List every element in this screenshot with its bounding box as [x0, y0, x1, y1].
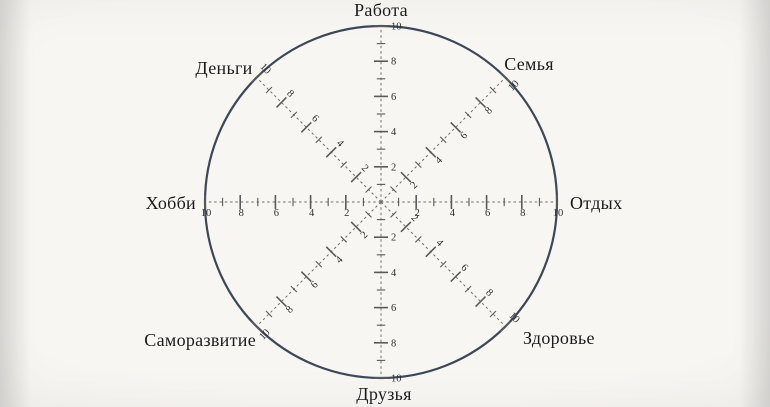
tick-label: 10	[201, 208, 212, 219]
tick-label: 4	[391, 127, 397, 138]
tick-mark	[499, 320, 511, 332]
axis-label-otdyh: Отдых	[570, 193, 622, 213]
tick-mark	[365, 186, 372, 193]
tick-mark	[414, 235, 422, 243]
tick-mark	[300, 121, 312, 133]
tick-label: 8	[483, 287, 494, 298]
tick-mark	[290, 111, 298, 119]
tick-label: 8	[391, 338, 396, 349]
tick-mark	[315, 136, 323, 144]
tick-label: 4	[450, 208, 456, 219]
tick-mark	[390, 211, 397, 218]
tick-mark	[340, 235, 348, 243]
tick-mark	[450, 271, 462, 283]
tick-label: 6	[458, 262, 469, 273]
tick-mark	[251, 72, 263, 84]
tick-mark	[464, 111, 472, 119]
tick-mark	[251, 320, 263, 332]
tick-mark	[439, 136, 447, 144]
tick-label: 8	[520, 208, 525, 219]
tick-label: 2	[391, 233, 396, 244]
tick-label: 4	[391, 268, 397, 279]
tick-label: 10	[391, 22, 402, 33]
tick-mark	[275, 96, 287, 108]
tick-mark	[325, 246, 337, 258]
tick-label: 10	[391, 374, 402, 385]
tick-mark	[439, 260, 447, 268]
tick-label: 8	[284, 88, 295, 99]
tick-label: 8	[483, 105, 494, 116]
tick-mark	[464, 285, 472, 293]
tick-mark	[400, 171, 412, 183]
axis-label-dengi: Деньги	[195, 58, 252, 78]
tick-label: 2	[344, 208, 349, 219]
tick-mark	[475, 96, 487, 108]
tick-label: 2	[415, 208, 420, 219]
axis-label-semya: Семья	[504, 54, 554, 74]
tick-label: 6	[274, 208, 279, 219]
tick-label: 6	[391, 303, 396, 314]
tick-mark	[489, 86, 497, 94]
tick-mark	[365, 211, 372, 218]
axis-rabota: 2 4 6 8 10 Работа	[354, 0, 408, 202]
tick-mark	[315, 260, 323, 268]
tick-mark	[450, 121, 462, 133]
tick-label: 4	[434, 154, 446, 166]
tick-label: 6	[309, 113, 320, 124]
axis-label-hobbi: Хобби	[146, 193, 196, 213]
tick-label: 2	[409, 213, 420, 224]
axis-label-zdorove: Здоровье	[523, 328, 595, 348]
tick-mark	[350, 221, 362, 233]
tick-mark	[290, 285, 298, 293]
tick-label: 2	[391, 162, 396, 173]
axis-samorazvitie: 2 4 6 8 10 Саморазвитие	[144, 201, 382, 350]
tick-mark	[340, 161, 348, 169]
tick-label: 6	[309, 279, 320, 290]
tick-mark	[499, 72, 511, 84]
tick-label: 6	[391, 92, 396, 103]
tick-label: 4	[334, 254, 346, 266]
tick-mark	[325, 146, 337, 158]
tick-mark	[275, 296, 287, 308]
tick-mark	[489, 310, 497, 318]
tick-label: 2	[409, 180, 420, 191]
tick-label: 8	[284, 304, 295, 315]
axis-otdyh: 2 4 6 8 10 Отдых	[381, 193, 622, 219]
tick-mark	[300, 271, 312, 283]
axis-zdorove: 2 4 6 8 10 Здоровье	[380, 201, 595, 348]
axis-label-samorazvitie: Саморазвитие	[144, 330, 256, 350]
axis-label-rabota: Работа	[354, 0, 408, 20]
tick-mark	[425, 246, 437, 258]
tick-mark	[475, 296, 487, 308]
tick-mark	[414, 161, 422, 169]
tick-label: 6	[485, 208, 490, 219]
tick-label: 6	[458, 130, 469, 141]
tick-label: 2	[359, 230, 370, 241]
tick-label: 10	[553, 208, 564, 219]
tick-mark	[390, 186, 397, 193]
axis-hobbi: 2 4 6 8 10 Хобби	[146, 193, 381, 219]
tick-mark	[350, 171, 362, 183]
tick-label: 2	[359, 163, 370, 174]
tick-label: 4	[309, 208, 315, 219]
tick-label: 8	[239, 208, 244, 219]
tick-mark	[425, 146, 437, 158]
tick-mark	[265, 310, 273, 318]
tick-label: 8	[391, 57, 396, 68]
axis-label-druzya: Друзья	[356, 384, 411, 404]
tick-mark	[265, 86, 273, 94]
tick-mark	[400, 221, 412, 233]
